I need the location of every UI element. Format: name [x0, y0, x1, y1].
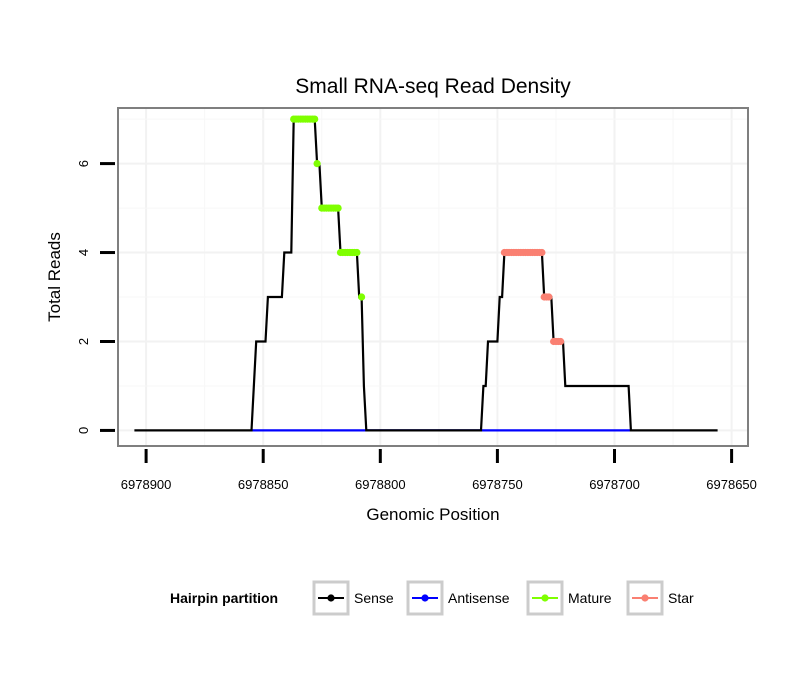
- legend-label: Sense: [354, 590, 394, 606]
- legend-label: Mature: [568, 590, 612, 606]
- y-tick-label: 2: [76, 338, 91, 345]
- data-point-star: [557, 337, 565, 346]
- series-layer: [134, 115, 718, 432]
- data-point-mature: [334, 204, 342, 212]
- x-tick-label: 6978900: [121, 477, 172, 492]
- legend-item-antisense: Antisense: [406, 580, 510, 616]
- legend-item-star: Star: [626, 580, 694, 616]
- x-tick-label: 6978650: [706, 477, 757, 492]
- data-point-mature: [353, 248, 361, 257]
- x-tick-label: 6978800: [355, 477, 406, 492]
- legend-key-point: [421, 594, 429, 602]
- legend-item-mature: Mature: [526, 580, 612, 616]
- legend-label: Star: [668, 590, 694, 606]
- x-tick-label: 6978700: [589, 477, 640, 492]
- data-point-mature: [358, 293, 366, 301]
- legend: Hairpin partition Sense Antisense Mature St…: [170, 580, 694, 616]
- legend-item-sense: Sense: [312, 580, 394, 616]
- y-axis: 0 2 4 6: [76, 160, 115, 434]
- x-axis-title: Genomic Position: [366, 505, 499, 524]
- legend-key-point: [327, 594, 335, 602]
- x-tick-label: 6978750: [472, 477, 523, 492]
- legend-title: Hairpin partition: [170, 590, 278, 606]
- data-point-star: [545, 293, 553, 301]
- x-axis: 6978900 6978850 6978800 6978750 6978700 69786…: [121, 449, 757, 492]
- chart-title: Small RNA-seq Read Density: [295, 75, 571, 98]
- y-axis-title: Total Reads: [45, 232, 64, 322]
- legend-key-point: [541, 594, 549, 602]
- data-point-mature: [313, 160, 321, 168]
- data-point-star: [538, 248, 546, 257]
- y-tick-label: 0: [76, 427, 91, 434]
- y-tick-label: 6: [76, 160, 91, 167]
- plot-panel: [117, 107, 749, 447]
- legend-key-point: [641, 594, 649, 602]
- data-point-mature: [311, 115, 319, 123]
- x-tick-label: 6978850: [238, 477, 289, 492]
- legend-label: Antisense: [448, 590, 510, 606]
- y-tick-label: 4: [76, 249, 91, 256]
